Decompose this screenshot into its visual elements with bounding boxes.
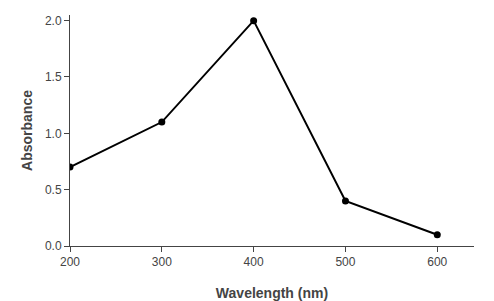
svg-text:300: 300 <box>152 255 172 269</box>
svg-text:400: 400 <box>244 255 264 269</box>
svg-text:1.5: 1.5 <box>45 70 62 84</box>
svg-text:2.0: 2.0 <box>45 14 62 28</box>
svg-text:Absorbance: Absorbance <box>19 90 35 171</box>
svg-text:Wavelength (nm): Wavelength (nm) <box>216 285 328 301</box>
svg-text:1.0: 1.0 <box>45 127 62 141</box>
svg-text:0.0: 0.0 <box>45 239 62 253</box>
svg-text:600: 600 <box>427 255 447 269</box>
svg-text:200: 200 <box>60 255 80 269</box>
svg-text:500: 500 <box>335 255 355 269</box>
svg-text:0.5: 0.5 <box>45 183 62 197</box>
